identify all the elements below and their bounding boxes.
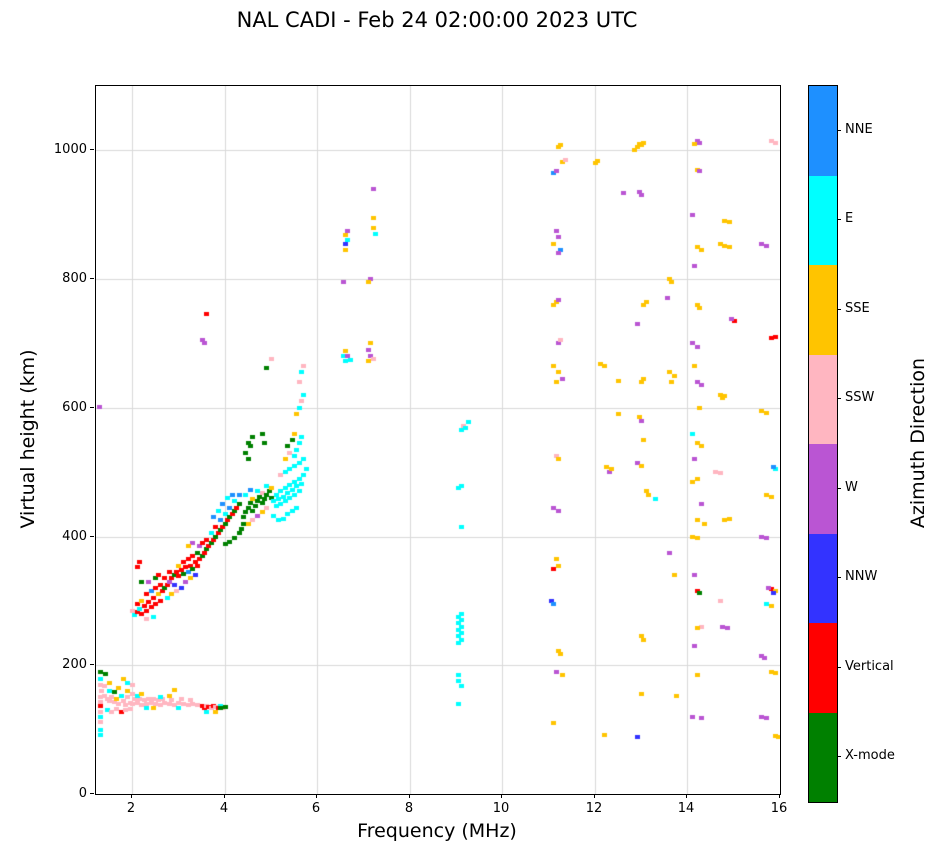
y-tick-label: 400 bbox=[62, 529, 87, 544]
colorbar-segment-e bbox=[809, 175, 837, 265]
x-tick-mark bbox=[224, 794, 225, 798]
chart-title: NAL CADI - Feb 24 02:00:00 2023 UTC bbox=[236, 8, 638, 32]
colorbar-tick-mark bbox=[837, 309, 841, 310]
x-tick-mark bbox=[131, 794, 132, 798]
x-tick-label: 10 bbox=[492, 801, 510, 816]
y-tick-mark bbox=[90, 793, 94, 794]
plot-area bbox=[95, 85, 781, 795]
colorbar-label-ssw: SSW bbox=[845, 390, 875, 405]
y-tick-mark bbox=[90, 278, 94, 279]
x-tick-mark bbox=[686, 794, 687, 798]
y-tick-mark bbox=[90, 536, 94, 537]
x-tick-mark bbox=[779, 794, 780, 798]
colorbar bbox=[808, 85, 838, 803]
y-tick-label: 200 bbox=[62, 657, 87, 672]
colorbar-label-nnw: NNW bbox=[845, 569, 878, 584]
colorbar-label-nne: NNE bbox=[845, 122, 873, 137]
x-tick-label: 12 bbox=[585, 801, 603, 816]
x-tick-label: 16 bbox=[770, 801, 788, 816]
y-axis-label: Virtual height (km) bbox=[17, 349, 39, 529]
colorbar-segment-nnw bbox=[809, 533, 837, 623]
colorbar-segment-sse bbox=[809, 265, 837, 355]
colorbar-tick-mark bbox=[837, 756, 841, 757]
colorbar-tick-mark bbox=[837, 577, 841, 578]
colorbar-tick-mark bbox=[837, 667, 841, 668]
y-tick-mark bbox=[90, 149, 94, 150]
colorbar-segment-nne bbox=[809, 86, 837, 176]
y-tick-label: 600 bbox=[62, 400, 87, 415]
x-tick-label: 6 bbox=[311, 801, 321, 816]
x-tick-label: 14 bbox=[677, 801, 695, 816]
y-tick-mark bbox=[90, 664, 94, 665]
x-tick-mark bbox=[501, 794, 502, 798]
y-tick-mark bbox=[90, 407, 94, 408]
plot-canvas bbox=[96, 86, 780, 794]
x-tick-label: 2 bbox=[126, 801, 136, 816]
colorbar-tick-mark bbox=[837, 398, 841, 399]
x-tick-label: 8 bbox=[404, 801, 414, 816]
colorbar-label-w: W bbox=[845, 480, 858, 495]
colorbar-label-vertical: Vertical bbox=[845, 659, 894, 674]
x-axis-label: Frequency (MHz) bbox=[357, 820, 517, 842]
y-tick-label: 800 bbox=[62, 271, 87, 286]
colorbar-tick-mark bbox=[837, 219, 841, 220]
colorbar-label-sse: SSE bbox=[845, 301, 870, 316]
colorbar-label-x-mode: X-mode bbox=[845, 748, 895, 763]
x-tick-label: 4 bbox=[219, 801, 229, 816]
x-tick-mark bbox=[316, 794, 317, 798]
x-tick-mark bbox=[594, 794, 595, 798]
colorbar-segment-ssw bbox=[809, 354, 837, 444]
colorbar-axis-label: Azimuth Direction bbox=[907, 357, 929, 529]
colorbar-tick-mark bbox=[837, 130, 841, 131]
x-tick-mark bbox=[409, 794, 410, 798]
colorbar-tick-mark bbox=[837, 488, 841, 489]
y-tick-label: 0 bbox=[78, 786, 87, 801]
colorbar-segment-vertical bbox=[809, 623, 837, 713]
colorbar-segment-w bbox=[809, 444, 837, 534]
colorbar-segment-x-mode bbox=[809, 712, 837, 802]
colorbar-label-e: E bbox=[845, 211, 854, 226]
y-tick-label: 1000 bbox=[53, 142, 87, 157]
